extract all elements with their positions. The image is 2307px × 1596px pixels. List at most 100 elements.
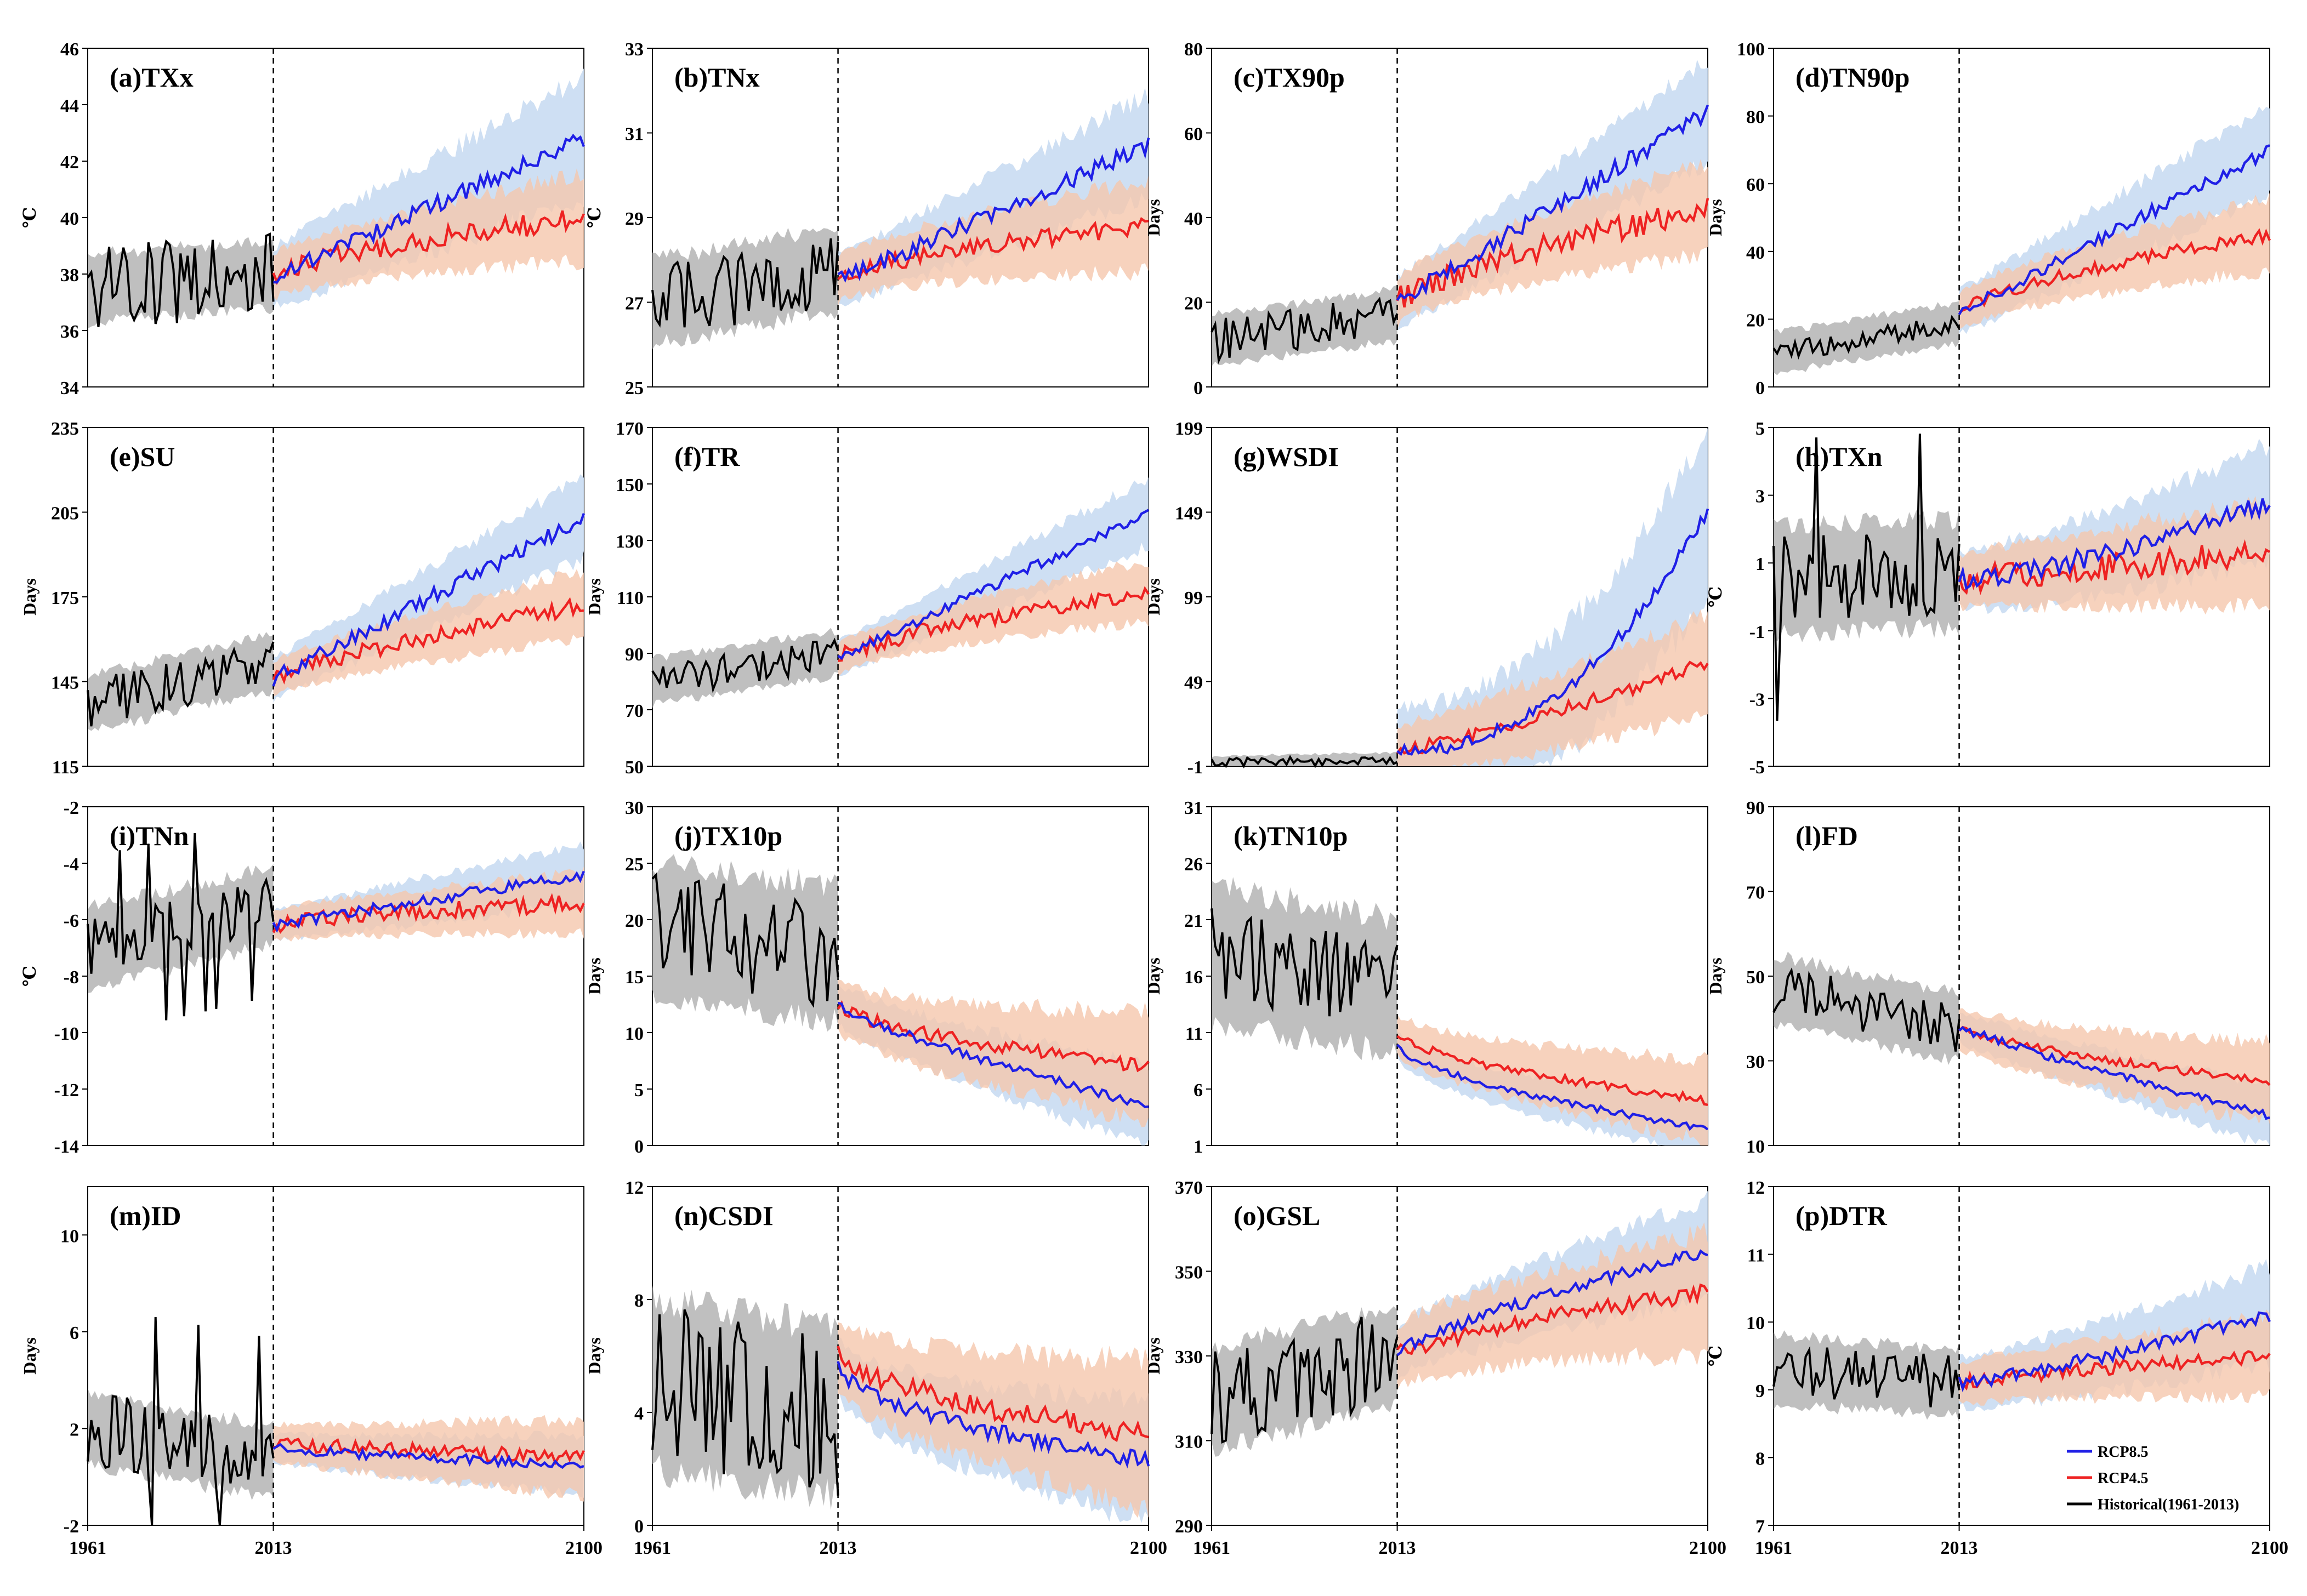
y-tick-label: -2: [64, 1517, 79, 1537]
y-tick-label: 8: [634, 1291, 644, 1311]
rcp85-line: [273, 133, 586, 284]
rcp45-range-band: [838, 175, 1149, 306]
historical-line: [1211, 755, 1398, 769]
y-axis-label: Days: [584, 1337, 604, 1375]
x-tick-label: 2013: [820, 1538, 857, 1558]
y-tick-label: 145: [51, 673, 79, 693]
y-tick-label: 11: [1185, 1024, 1203, 1044]
x-tick-label: 2100: [565, 1538, 603, 1558]
rcp45-range-band: [1397, 1014, 1708, 1145]
y-tick-label: 70: [625, 701, 644, 721]
historical-line: [651, 238, 839, 328]
y-axis-label: ℃: [20, 207, 39, 228]
historical-line: [87, 232, 275, 328]
historical-line: [1211, 1316, 1399, 1444]
plot-frame: [87, 806, 584, 1146]
historical-range-band: [1212, 1306, 1397, 1457]
rcp45-range-band: [273, 168, 584, 301]
y-tick-label: 38: [60, 265, 79, 286]
rcp85-line: [1396, 1044, 1709, 1131]
panel-title: (k)TN10p: [1234, 820, 1348, 851]
rcp45-line: [1958, 1350, 2271, 1391]
rcp85-line: [838, 1001, 1149, 1109]
historical-line: [1211, 908, 1399, 1017]
y-axis-label: ℃: [584, 207, 604, 228]
x-tick-label: 2013: [1941, 1538, 1978, 1558]
rcp85-line: [837, 1361, 1150, 1469]
panel-title: (l)FD: [1795, 820, 1858, 851]
y-axis-label: ℃: [1706, 1346, 1725, 1366]
y-tick-label: 2: [70, 1420, 79, 1440]
y-tick-label: -8: [64, 967, 79, 988]
y-tick-label: 4: [634, 1404, 644, 1424]
historical-range-band: [88, 632, 274, 731]
x-tick-label: 2100: [2251, 1538, 2288, 1558]
y-tick-label: -12: [54, 1080, 79, 1101]
rcp85-line: [1958, 498, 2271, 591]
historical-range-band: [88, 237, 274, 329]
legend-label-rcp85: RCP8.5: [2098, 1444, 2149, 1461]
panel-title: (f)TR: [674, 441, 740, 472]
panel-title: (j)TX10p: [674, 820, 782, 851]
panel-title: (c)TX90p: [1234, 62, 1345, 93]
rcp45-line: [272, 597, 584, 685]
y-tick-label: 15: [625, 967, 644, 988]
y-tick-label: 20: [1746, 310, 1765, 330]
panel-dtn90p: (d)TN90p 0 20 40 60 80 100 Days: [1706, 39, 2271, 398]
rcp45-range-band: [273, 569, 584, 697]
x-tick-label: 2013: [1379, 1538, 1416, 1558]
panel-title: (b)TNx: [674, 62, 760, 93]
y-tick-label: 11: [1747, 1246, 1765, 1266]
rcp45-range-band: [1397, 1222, 1708, 1391]
rcp45-line: [1396, 1283, 1709, 1355]
panel-jtx10p: (j)TX10p 0 5 10 15 20 25 30 Days: [584, 798, 1150, 1157]
x-tick-label: 1961: [69, 1538, 106, 1558]
legend-label-historical: Historical(1961-2013): [2098, 1496, 2239, 1513]
y-tick-label: 60: [1746, 175, 1765, 195]
historical-line: [87, 833, 275, 1021]
panel-title: (d)TN90p: [1795, 62, 1910, 93]
rcp85-line: [1958, 1311, 2271, 1393]
y-tick-label: 6: [1194, 1080, 1203, 1101]
y-tick-label: 8: [1755, 1449, 1765, 1469]
y-tick-label: 0: [1755, 378, 1765, 398]
y-tick-label: 29: [625, 209, 644, 229]
panel-ctx90p: (c)TX90p 0 20 40 60 80 Days: [1144, 39, 1709, 398]
y-tick-label: 205: [51, 504, 79, 524]
panel-title: (m)ID: [110, 1200, 181, 1231]
panel-ogsl: (o)GSL 290 310 330 350 370 Days 1961 2013 2100: [1144, 1178, 1726, 1558]
y-tick-label: 1: [1194, 1137, 1203, 1157]
x-tick-label: 1961: [634, 1538, 671, 1558]
rcp85-line: [272, 1443, 584, 1469]
y-tick-label: 26: [1184, 854, 1203, 875]
rcp85-line: [1958, 1025, 2270, 1120]
panel-esu: (e)SU 115 145 175 205 235 Days: [20, 419, 586, 778]
y-tick-label: 5: [1755, 419, 1765, 439]
y-tick-label: 350: [1175, 1263, 1203, 1283]
rcp45-line: [837, 1000, 1150, 1073]
y-tick-label: 50: [1746, 967, 1765, 988]
historical-range-band: [652, 854, 838, 1032]
rcp85-line: [272, 513, 586, 687]
y-tick-label: 6: [70, 1323, 79, 1343]
y-tick-label: 46: [60, 39, 79, 60]
y-tick-label: 34: [60, 378, 79, 398]
y-tick-label: 30: [1746, 1052, 1765, 1073]
y-tick-label: 40: [1184, 209, 1203, 229]
y-tick-label: 0: [634, 1517, 644, 1537]
y-axis-label: Days: [20, 578, 39, 615]
panel-title: (i)TNn: [110, 820, 189, 851]
y-axis-label: Days: [1144, 957, 1163, 995]
x-tick-label: 2100: [1689, 1538, 1726, 1558]
y-tick-label: 7: [1755, 1517, 1765, 1537]
y-tick-label: 31: [625, 124, 644, 145]
rcp45-line: [1958, 1025, 2271, 1086]
y-tick-label: -2: [64, 798, 79, 818]
panel-atxx: (a)TXx 34 36 38 40 42 44 46 ℃: [20, 39, 586, 398]
y-tick-label: -4: [64, 854, 79, 875]
rcp85-line: [1396, 104, 1709, 301]
y-tick-label: 0: [634, 1137, 644, 1157]
panel-title: (g)WSDI: [1234, 441, 1339, 472]
